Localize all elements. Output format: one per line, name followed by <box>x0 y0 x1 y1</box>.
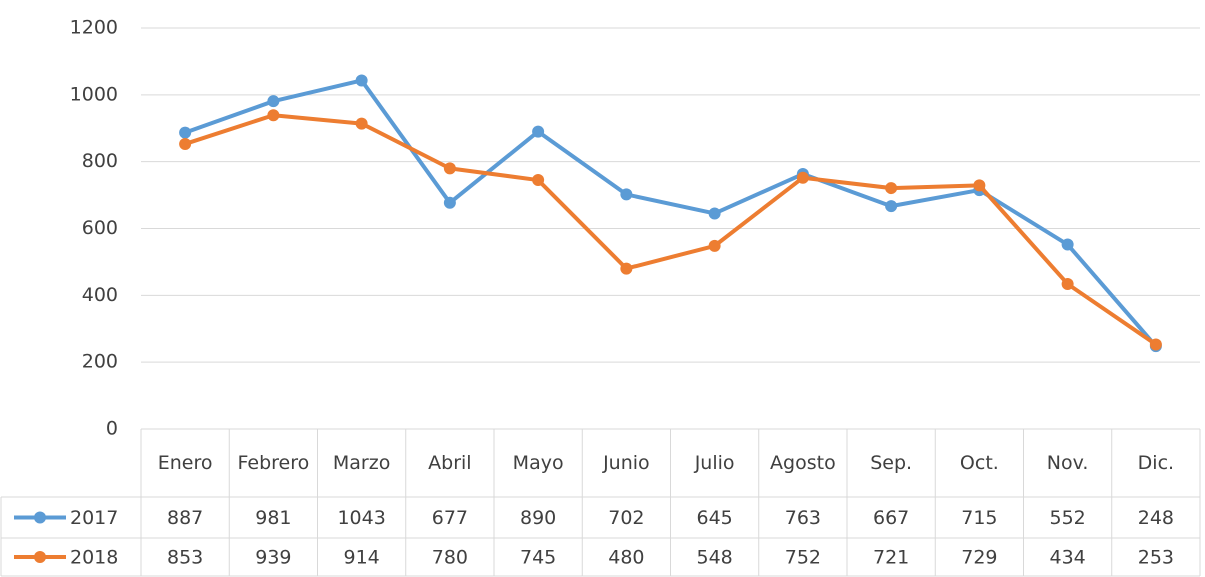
data-point <box>355 117 368 130</box>
y-tick-label: 800 <box>82 150 118 172</box>
table-value: 253 <box>1138 547 1174 569</box>
x-tick-label-box: Oct. <box>959 452 999 474</box>
y-tick-label: 400 <box>82 284 118 306</box>
x-tick-label: Marzo <box>332 452 391 474</box>
y-tick-label: 1200 <box>70 17 118 39</box>
table-value: 677 <box>432 507 468 529</box>
table-value: 914 <box>343 547 379 569</box>
data-point <box>355 74 368 87</box>
x-tick-label-box: Sep. <box>870 452 913 474</box>
data-point <box>973 179 986 192</box>
x-tick-label-box: Mayo <box>512 452 564 474</box>
x-tick-label: Mayo <box>512 452 564 474</box>
table-value: 939 <box>255 547 291 569</box>
data-point <box>1061 277 1074 290</box>
data-point <box>1149 338 1162 351</box>
table-value: 434 <box>1049 547 1085 569</box>
table-value: 887 <box>167 507 203 529</box>
x-tick-label: Enero <box>157 452 213 474</box>
table-value: 729 <box>961 547 997 569</box>
table-value: 715 <box>961 507 997 529</box>
x-tick-label: Agosto <box>770 452 836 474</box>
y-tick-label: 600 <box>82 217 118 239</box>
legend-marker <box>34 551 46 563</box>
table-value: 721 <box>873 547 909 569</box>
data-point <box>179 126 192 139</box>
x-tick-label-box: Enero <box>157 452 213 474</box>
data-point <box>708 239 721 252</box>
table-value: 667 <box>873 507 909 529</box>
data-point <box>179 137 192 150</box>
x-tick-label-box: Nov. <box>1046 452 1089 474</box>
x-tick-label-box: Dic. <box>1137 452 1175 474</box>
x-tick-label-box: Agosto <box>770 452 836 474</box>
x-tick-label-box: Junio <box>603 452 650 474</box>
x-tick-label: Nov. <box>1046 452 1089 474</box>
x-tick-label: Dic. <box>1137 452 1175 474</box>
data-point <box>532 174 545 187</box>
data-point <box>532 125 545 138</box>
y-tick-label: 1000 <box>70 83 118 105</box>
x-tick-label: Abril <box>428 452 472 474</box>
legend-label: 2018 <box>70 547 118 569</box>
table-value: 1043 <box>337 507 385 529</box>
data-point <box>885 200 898 213</box>
table-value: 981 <box>255 507 291 529</box>
data-point <box>267 109 280 122</box>
x-tick-label: Sep. <box>870 452 913 474</box>
table-value: 480 <box>608 547 644 569</box>
data-point <box>443 196 456 209</box>
x-tick-label: Junio <box>603 452 650 474</box>
data-point <box>267 95 280 108</box>
table-value: 780 <box>432 547 468 569</box>
table-value: 248 <box>1138 507 1174 529</box>
x-tick-label: Julio <box>694 452 735 474</box>
y-tick-label: 200 <box>82 351 118 373</box>
x-tick-label: Oct. <box>959 452 999 474</box>
table-value: 645 <box>696 507 732 529</box>
x-tick-label-box: Marzo <box>332 452 391 474</box>
data-point <box>796 171 809 184</box>
x-tick-label-box: Julio <box>694 452 735 474</box>
series-line <box>184 113 1158 347</box>
table-value: 552 <box>1049 507 1085 529</box>
table-value: 763 <box>785 507 821 529</box>
legend-label: 2017 <box>70 507 118 529</box>
table-value: 752 <box>785 547 821 569</box>
x-tick-label-box: Abril <box>428 452 472 474</box>
data-point <box>885 182 898 195</box>
table-value: 745 <box>520 547 556 569</box>
data-point <box>708 207 721 220</box>
table-value: 890 <box>520 507 556 529</box>
y-tick-label: 0 <box>106 418 118 440</box>
x-tick-label-box: Febrero <box>237 452 310 474</box>
data-point <box>620 188 633 201</box>
x-tick-label: Febrero <box>237 452 310 474</box>
data-point <box>620 262 633 275</box>
table-value: 853 <box>167 547 203 569</box>
data-point <box>1061 238 1074 251</box>
table-value: 548 <box>696 547 732 569</box>
data-point <box>443 162 456 175</box>
legend-marker <box>34 511 46 524</box>
table-value: 702 <box>608 507 644 529</box>
